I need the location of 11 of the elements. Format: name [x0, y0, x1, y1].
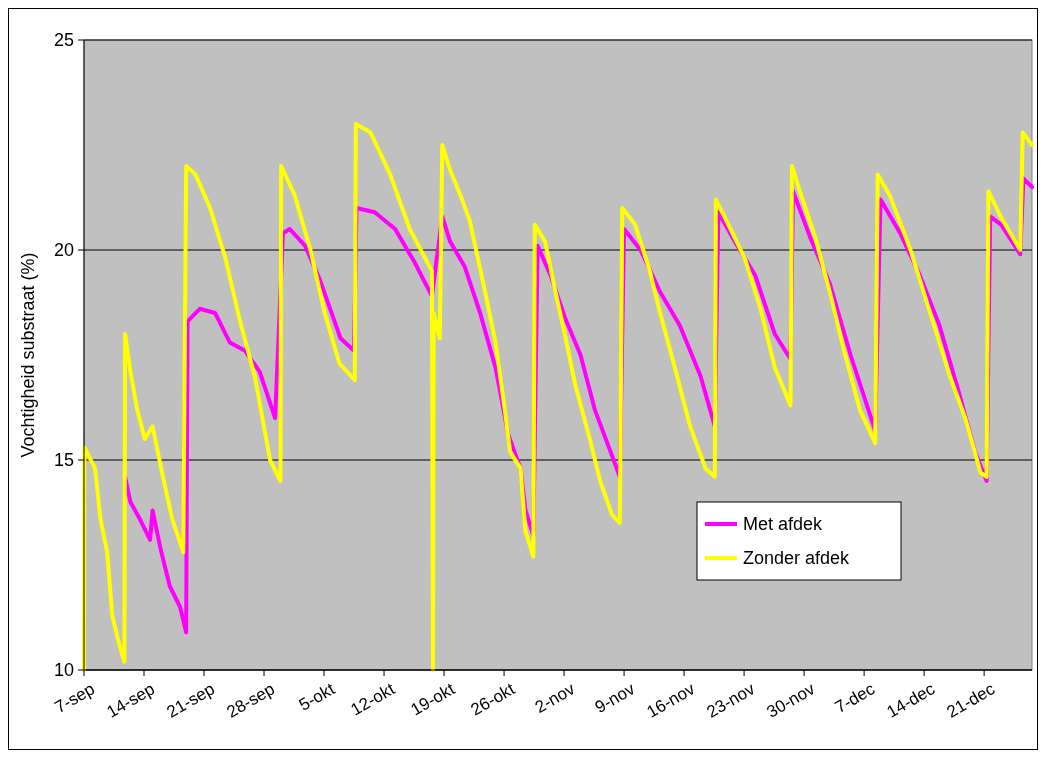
x-tick-label: 9-nov: [591, 679, 639, 718]
x-tick-label: 7-dec: [831, 679, 879, 718]
y-tick-label: 10: [53, 660, 74, 681]
legend-label: Met afdek: [743, 514, 824, 535]
y-tick-label: 25: [53, 30, 74, 51]
y-tick-label: 15: [53, 450, 74, 471]
x-tick-label: 5-okt: [295, 679, 339, 715]
x-tick-label: 7-sep: [51, 679, 98, 718]
legend-label: Zonder afdek: [743, 548, 851, 569]
y-axis-title: Vochtigheid substraat (%): [18, 252, 38, 458]
y-tick-label: 20: [53, 240, 74, 261]
